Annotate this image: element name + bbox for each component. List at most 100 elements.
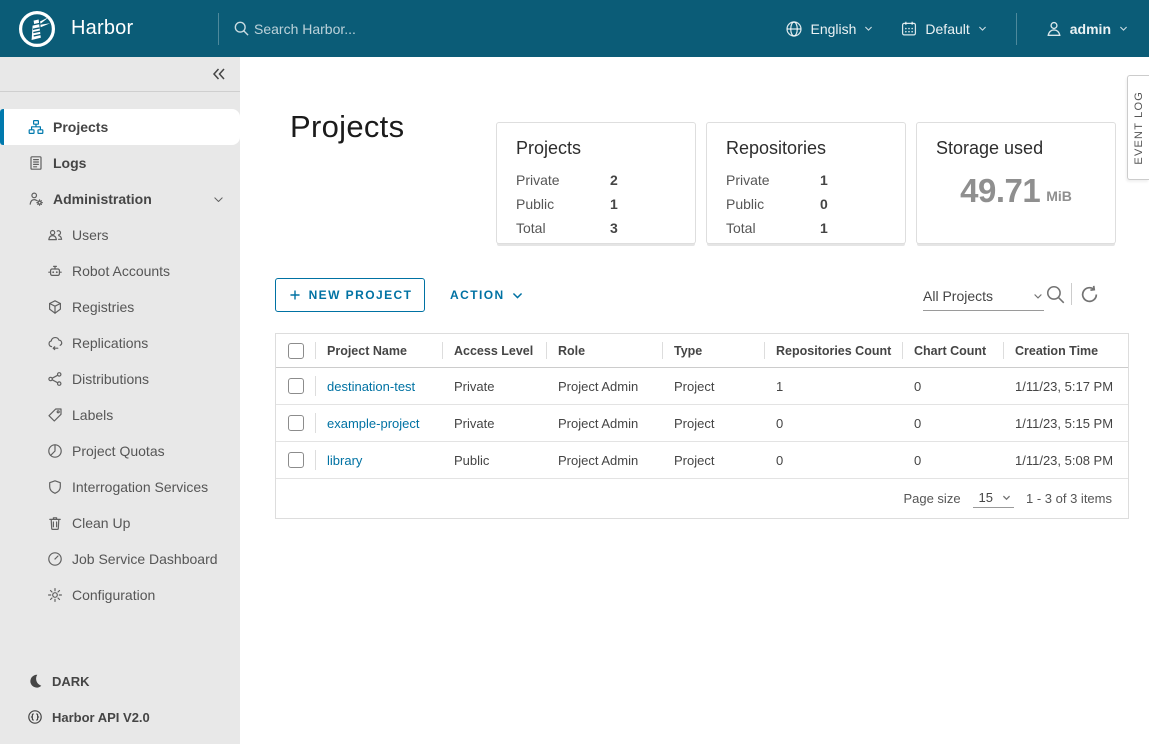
access-level-cell: Private [454, 415, 495, 431]
sidebar-item-label: Projects [53, 119, 109, 135]
search-projects-icon[interactable] [1045, 284, 1066, 305]
sidebar-item-registries[interactable]: Registries [0, 289, 240, 325]
stat-card-projects: Projects Private 2 Public 1 Total 3 [496, 122, 696, 244]
row-checkbox[interactable] [287, 415, 304, 431]
page-size-select[interactable]: 15 [972, 490, 1015, 508]
sidebar: Projects Logs Administration Users Robot Acc… [0, 57, 240, 744]
sidebar-footer: DARK Harbor API V2.0 [0, 663, 240, 744]
sidebar-item-robot-accounts[interactable]: Robot Accounts [0, 253, 240, 289]
table-row-example-project: example-project Private Project Admin Proje… [276, 405, 1128, 442]
sidebar-footer-dark[interactable]: DARK [0, 663, 240, 699]
sidebar-item-label: Labels [72, 407, 114, 423]
repositories-count-cell: 1 [776, 378, 784, 394]
stat-value: 0 [820, 196, 828, 212]
stat-label: Private [516, 172, 560, 188]
brand-title: Harbor [71, 17, 134, 39]
sidebar-nav: Projects Logs Administration Users Robot Acc… [0, 109, 240, 613]
dashboard-gauge-icon [47, 551, 63, 567]
sidebar-item-clean-up[interactable]: Clean Up [0, 505, 240, 541]
new-project-button[interactable]: NEW PROJECT [275, 278, 425, 312]
column-header-creation-time: Creation Time [1003, 334, 1128, 367]
quotas-pie-icon [47, 443, 63, 459]
creation-time-cell: 1/11/23, 5:15 PM [1015, 415, 1114, 431]
scope-label: Default [925, 20, 970, 37]
user-menu[interactable]: admin [1045, 20, 1129, 38]
language-dropdown[interactable]: English [785, 20, 874, 38]
role-cell: Project Admin [558, 415, 639, 431]
column-header-project-name: Project Name [315, 334, 442, 367]
project-filter-select[interactable]: All Projects [923, 281, 1044, 311]
default-scope-dropdown[interactable]: Default [900, 20, 987, 38]
project-name-cell: example-project [315, 405, 442, 441]
sidebar-item-label: Job Service Dashboard [72, 551, 218, 567]
row-checkbox[interactable] [287, 378, 304, 394]
storage-unit: MiB [1046, 188, 1072, 204]
sidebar-item-configuration[interactable]: Configuration [0, 577, 240, 613]
project-name-cell: library [315, 442, 442, 478]
sidebar-item-labels[interactable]: Labels [0, 397, 240, 433]
main-content: Projects Projects Private 2 Public 1 Total 3 Re… [240, 57, 1149, 744]
action-dropdown-button[interactable]: ACTION [450, 278, 524, 312]
language-label: English [810, 20, 857, 37]
projects-table: Project Name Access Level Role Type Reposito… [275, 333, 1129, 519]
logs-icon [28, 155, 44, 171]
sidebar-item-replications[interactable]: Replications [0, 325, 240, 361]
chevron-down-icon [511, 289, 524, 302]
sidebar-item-label: Replications [72, 335, 149, 351]
row-checkbox-cell [276, 405, 315, 441]
table-header-row: Project Name Access Level Role Type Reposito… [276, 334, 1128, 368]
sidebar-item-project-quotas[interactable]: Project Quotas [0, 433, 240, 469]
creation-time-cell: 1/11/23, 5:17 PM [1015, 378, 1114, 394]
storage-used-value: 49.71 MiB [936, 174, 1096, 207]
event-log-tab[interactable]: EVENT LOG [1127, 75, 1149, 180]
row-checkbox[interactable] [287, 452, 304, 468]
brand-block: Harbor [0, 0, 218, 57]
access-level-cell: Private [454, 378, 495, 394]
calendar-icon [900, 20, 918, 38]
admin-user-gear-icon [28, 191, 44, 207]
moon-icon [27, 673, 43, 689]
sidebar-item-job-service-dashboard[interactable]: Job Service Dashboard [0, 541, 240, 577]
project-link[interactable]: destination-test [327, 378, 416, 394]
repositories-count-cell: 0 [776, 415, 784, 431]
sidebar-item-interrogation-services[interactable]: Interrogation Services [0, 469, 240, 505]
stat-row: Total 1 [726, 216, 886, 240]
harbor-logo-icon [18, 10, 56, 48]
table-footer: Page size 15 1 - 3 of 3 items [276, 479, 1128, 518]
row-checkbox-cell [276, 368, 315, 404]
sidebar-collapse-row [0, 57, 240, 92]
stat-value: 3 [610, 220, 618, 236]
project-link[interactable]: example-project [327, 415, 420, 431]
chart-count-cell: 0 [914, 452, 922, 468]
search-input[interactable] [254, 20, 554, 37]
sidebar-item-label: Users [72, 227, 109, 243]
collapse-sidebar-icon[interactable] [211, 66, 227, 82]
header-divider [1015, 12, 1017, 45]
type-cell: Project [674, 378, 715, 394]
pagination-range: 1 - 3 of 3 items [1026, 491, 1112, 506]
sidebar-item-distributions[interactable]: Distributions [0, 361, 240, 397]
page-title: Projects [290, 109, 405, 144]
type-cell: Project [674, 452, 715, 468]
sidebar-item-logs[interactable]: Logs [0, 145, 240, 181]
registries-cube-icon [47, 299, 63, 315]
sidebar-item-administration[interactable]: Administration [0, 181, 240, 217]
card-title: Storage used [936, 138, 1044, 158]
creation-time-cell: 1/11/23, 5:08 PM [1015, 452, 1114, 468]
column-header-access-level: Access Level [442, 334, 546, 367]
sidebar-item-label: Robot Accounts [72, 263, 171, 279]
sidebar-footer-harbor-api-v2-0[interactable]: Harbor API V2.0 [0, 699, 240, 735]
refresh-icon[interactable] [1079, 284, 1100, 305]
project-link[interactable]: library [327, 452, 363, 468]
chevron-down-icon [977, 23, 988, 34]
chevron-down-icon [1001, 492, 1012, 503]
type-cell: Project [674, 415, 715, 431]
sidebar-item-users[interactable]: Users [0, 217, 240, 253]
user-icon [1045, 20, 1063, 38]
sidebar-item-projects[interactable]: Projects [0, 109, 240, 145]
label-tag-icon [47, 407, 63, 423]
stat-label: Total [516, 220, 546, 236]
stat-label: Public [516, 196, 555, 212]
select-all-checkbox[interactable] [287, 342, 304, 359]
search-icon [233, 20, 250, 37]
